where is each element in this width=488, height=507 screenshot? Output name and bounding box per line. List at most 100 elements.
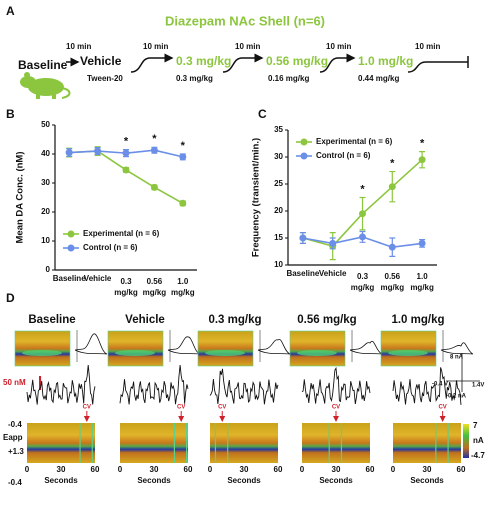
y-tick-label: -0.4: [8, 420, 22, 429]
y-tick-label: 40: [41, 149, 50, 158]
point: [388, 183, 396, 191]
arrow: [407, 56, 469, 73]
color-plot-thumb: [289, 330, 346, 367]
interval: 10 min: [326, 42, 351, 51]
panel-title: Diazepam NAc Shell (n=6): [165, 13, 325, 28]
x-tick-label: 30: [332, 465, 341, 474]
thumb-band: [205, 350, 245, 356]
significance: *: [360, 183, 365, 195]
voltammogram: [74, 333, 108, 355]
protocol: Baseline Vehicle 0.3 mg/kg 0.56 mg/kg 1.…: [18, 42, 469, 99]
y-tick-label: +1.3: [8, 447, 24, 456]
x-axis-label: Seconds: [319, 476, 353, 485]
y-tick-label: 10: [41, 236, 50, 245]
x-tick-label: Vehicle: [84, 274, 112, 283]
x-tick-label: 0: [25, 465, 30, 474]
trace: [301, 366, 371, 405]
x-tick-label: 0: [300, 465, 305, 474]
x-axis-label: Seconds: [410, 476, 444, 485]
trace: [392, 367, 462, 405]
point: [418, 239, 426, 247]
y-tick-label: 0: [46, 265, 51, 274]
legend-marker: [300, 138, 308, 146]
inset-label: -0.2 nA: [446, 394, 467, 400]
trace: [209, 368, 279, 405]
color-plot: [302, 423, 370, 463]
x-tick-label: 60: [457, 465, 466, 474]
injection: Tween-20: [87, 74, 123, 83]
y-axis-label: Frequency (transient/min.): [251, 138, 262, 257]
legend-label: Control (n = 6): [83, 243, 138, 252]
point: [388, 243, 396, 251]
step: 0.3 mg/kg: [176, 54, 231, 68]
x-tick-label: 60: [274, 465, 283, 474]
thumb-band: [22, 350, 62, 356]
x-axis-label: Seconds: [227, 476, 261, 485]
significance: *: [124, 136, 129, 148]
cv-label: CV: [177, 405, 185, 411]
y-tick-label: 20: [41, 207, 50, 216]
cv-label: CV: [218, 405, 226, 411]
series-line: [69, 150, 184, 204]
y-axis-label: Mean DA Conc. (nM): [15, 151, 26, 243]
legend-marker: [67, 230, 75, 238]
color-plot: [120, 423, 188, 463]
interval: 10 min: [415, 42, 440, 51]
cv-label: CV: [332, 405, 340, 411]
point: [179, 199, 187, 207]
trace: [119, 365, 189, 405]
x-tick-label: 0: [391, 465, 396, 474]
point: [122, 149, 130, 157]
x-tick-label: 0.3 mg/kg: [114, 277, 138, 297]
point: [179, 153, 187, 161]
color-plot-thumb: [107, 330, 164, 367]
x-tick-label: 30: [57, 465, 66, 474]
arrow: [222, 53, 264, 73]
inset-label: 1.4V: [472, 383, 484, 389]
colorbar: [463, 424, 469, 458]
x-axis-label: Seconds: [44, 476, 78, 485]
voltammogram: [440, 342, 474, 355]
injection: 0.3 mg/kg: [176, 74, 213, 83]
panel-label: B: [6, 107, 15, 121]
panel-label: A: [6, 4, 15, 18]
interval: 10 min: [235, 42, 260, 51]
mouse-icon: [20, 72, 71, 99]
cv-label: CV: [83, 405, 91, 411]
thumb-band: [115, 350, 155, 356]
column-title: Baseline: [28, 314, 75, 326]
thumb-band: [388, 350, 428, 356]
voltammogram: [167, 336, 201, 355]
x-tick-label: 0: [118, 465, 123, 474]
x-tick-label: Vehicle: [319, 269, 347, 278]
point: [418, 156, 426, 164]
cv-label: CV: [438, 405, 446, 411]
arrow: [130, 53, 174, 73]
significance: *: [152, 133, 157, 145]
voltammogram: [349, 340, 383, 355]
point: [150, 146, 158, 154]
x-tick-label: 0.56 mg/kg: [381, 272, 405, 292]
y-tick-label: 20: [274, 206, 283, 215]
point: [150, 183, 158, 191]
y-tick-label: -0.4: [8, 478, 22, 487]
trace: [26, 365, 96, 405]
scale-bar-label: 50 nM: [3, 378, 26, 387]
point: [329, 239, 337, 247]
x-axis-label: Seconds: [137, 476, 171, 485]
column-title: 0.3 mg/kg: [208, 314, 261, 326]
panel-label: C: [258, 107, 267, 121]
step: Baseline: [18, 58, 68, 72]
legend-label: Experimental (n = 6): [316, 137, 393, 146]
color-plot-thumb: [380, 330, 437, 367]
color-plot-thumb: [197, 330, 254, 367]
inset-label: 8 nA: [450, 355, 464, 361]
panel-label: D: [6, 291, 15, 305]
column-title: 0.56 mg/kg: [297, 314, 356, 326]
step: 1.0 mg/kg: [358, 54, 413, 68]
significance: *: [181, 140, 186, 152]
color-plot-thumb: [14, 330, 71, 367]
x-tick-label: Baseline: [286, 269, 319, 278]
y-tick-label: 30: [274, 152, 283, 161]
